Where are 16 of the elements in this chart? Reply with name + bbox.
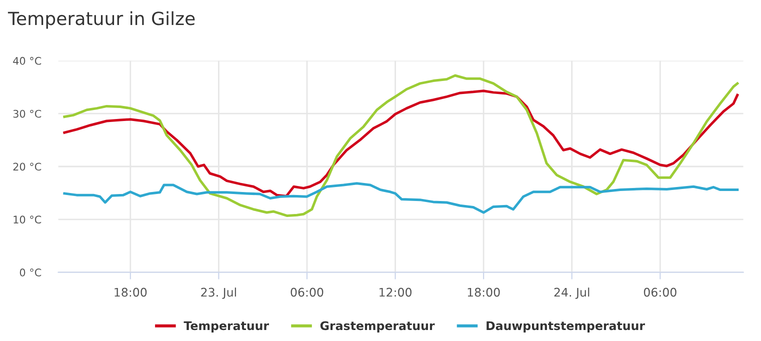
legend-label: Grastemperatuur <box>320 321 435 332</box>
x-tick-label: 06:00 <box>644 288 676 297</box>
legend-label: Dauwpuntstemperatuur <box>486 321 645 332</box>
chart-title: Temperatuur in Gilze <box>8 11 195 29</box>
x-tick-label: 18:00 <box>114 288 147 297</box>
x-tick-label: 24. Jul <box>554 288 590 299</box>
y-tick-label: 40 °C <box>13 56 42 65</box>
y-tick-label: 0 °C <box>20 268 42 276</box>
x-tick-label: 12:00 <box>380 288 412 297</box>
x-tick-label: 23. Jul <box>201 288 236 299</box>
x-tick-label: 18:00 <box>468 288 500 297</box>
y-tick-label: 10 °C <box>14 216 42 224</box>
y-tick-label: 20 °C <box>13 162 42 171</box>
x-tick-label: 06:00 <box>290 288 324 297</box>
legend-label: Temperatuur <box>184 321 270 332</box>
y-tick-label: 30 °C <box>13 110 42 118</box>
